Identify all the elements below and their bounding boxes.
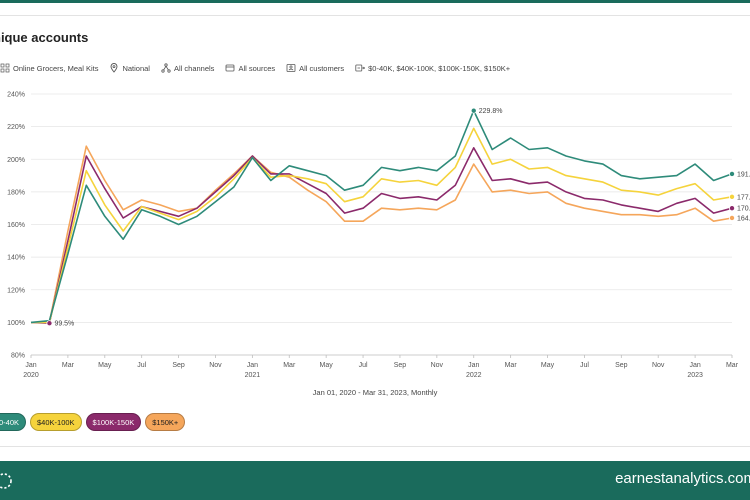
x-tick-label: Nov (209, 362, 222, 369)
series-end-label-1: 177. (737, 194, 750, 201)
annotation-marker (470, 107, 477, 114)
x-tick-label: 2021 (245, 372, 261, 379)
filter-location-label: National (122, 63, 150, 73)
footer-bar: earnestanalytics.com (0, 461, 750, 500)
date-range-subtitle: Jan 01, 2020 - Mar 31, 2023, Monthly (312, 388, 438, 397)
x-tick-label: May (98, 362, 112, 369)
y-tick-label: 180% (7, 189, 25, 196)
series-end-label-0: 191. (737, 171, 750, 178)
x-tick-label: Nov (652, 362, 665, 369)
x-tick-label: Jan (25, 362, 36, 369)
x-tick-label: Jan (689, 362, 700, 369)
sources-icon (225, 63, 235, 73)
filter-customers[interactable]: All customers (286, 63, 344, 73)
legend-pill-150k-plus[interactable]: $150K+ (145, 413, 186, 431)
line-chart: 80% 100% 120% 140% 160% 180% 200% 220% 240% Jan 20… (7, 92, 750, 380)
x-tick-label: Jan (247, 362, 258, 369)
x-tick-label: Jul (137, 362, 146, 369)
y-tick-label: 240% (7, 92, 25, 99)
x-tick-label: 2022 (466, 372, 482, 379)
y-tick-label: 160% (7, 222, 25, 229)
y-tick-label: 220% (7, 124, 25, 131)
filter-category[interactable]: Online Grocers, Meal Kits (0, 63, 98, 73)
x-tick-label: 2023 (687, 372, 703, 379)
income-icon (355, 63, 366, 73)
annotation-label: 229.8% (479, 108, 503, 115)
filter-income[interactable]: $0-40K, $40K-100K, $100K-150K, $150K+ (355, 63, 510, 73)
x-tick-label: Mar (726, 362, 739, 369)
x-tick-label: May (320, 362, 334, 369)
y-tick-label: 200% (7, 157, 25, 164)
filter-income-label: $0-40K, $40K-100K, $100K-150K, $150K+ (368, 63, 511, 73)
series-line-1 (31, 127, 733, 324)
filter-customers-label: All customers (299, 63, 345, 73)
x-tick-label: Mar (62, 362, 75, 369)
y-tick-label: 80% (11, 353, 25, 360)
legend-pill-40k-100k[interactable]: $40K-100K (30, 413, 82, 431)
x-tick-label: May (541, 362, 555, 369)
legend: 0-40K $40K-100K $100K-150K $150K+ (0, 413, 189, 431)
series-end-label-3: 164. (737, 215, 750, 222)
category-icon (0, 63, 10, 73)
x-tick-label: Sep (172, 362, 185, 369)
filter-bar: Online Grocers, Meal Kits National All c… (0, 61, 521, 75)
filter-channels[interactable]: All channels (161, 63, 214, 73)
customers-icon (286, 63, 296, 73)
footer-brand: earnestanalytics.com (615, 470, 750, 487)
filter-sources[interactable]: All sources (225, 63, 275, 73)
top-accent-bar (0, 0, 750, 3)
x-tick-label: Jan (468, 362, 479, 369)
series-end-marker-2 (729, 205, 736, 212)
annotation-label: 99.5% (54, 321, 74, 328)
legend-pill-0-40k[interactable]: 0-40K (0, 413, 27, 431)
legend-pill-100k-150k[interactable]: $100K-150K (85, 413, 142, 431)
series-end-marker-3 (729, 214, 736, 221)
x-tick-label: Nov (431, 362, 444, 369)
series-end-marker-0 (729, 170, 736, 177)
series-line-2 (30, 147, 733, 324)
chart-title: nique accounts (0, 30, 89, 45)
brand-logo-icon (0, 473, 12, 489)
y-tick-label: 140% (7, 255, 25, 262)
x-tick-label: Jul (580, 362, 589, 369)
chart-card (0, 15, 750, 447)
filter-sources-label: All sources (238, 63, 276, 73)
series-end-label-2: 170. (737, 206, 750, 213)
annotation-marker (46, 320, 53, 327)
series-end-marker-1 (729, 193, 736, 200)
x-tick-label: 2020 (23, 372, 39, 379)
x-tick-label: Sep (394, 362, 407, 369)
filter-channels-label: All channels (173, 63, 215, 73)
y-tick-label: 120% (7, 287, 25, 294)
x-tick-label: Mar (505, 362, 518, 369)
channels-icon (161, 63, 171, 73)
series-line-3 (31, 145, 733, 324)
series-line-0 (30, 109, 733, 324)
x-tick-label: Mar (283, 362, 296, 369)
x-tick-label: Sep (615, 362, 628, 369)
x-tick-label: Jul (359, 362, 368, 369)
y-tick-label: 100% (7, 320, 25, 327)
filter-category-label: Online Grocers, Meal Kits (13, 63, 99, 73)
filter-location[interactable]: National (109, 63, 150, 73)
location-pin-icon (109, 63, 119, 73)
